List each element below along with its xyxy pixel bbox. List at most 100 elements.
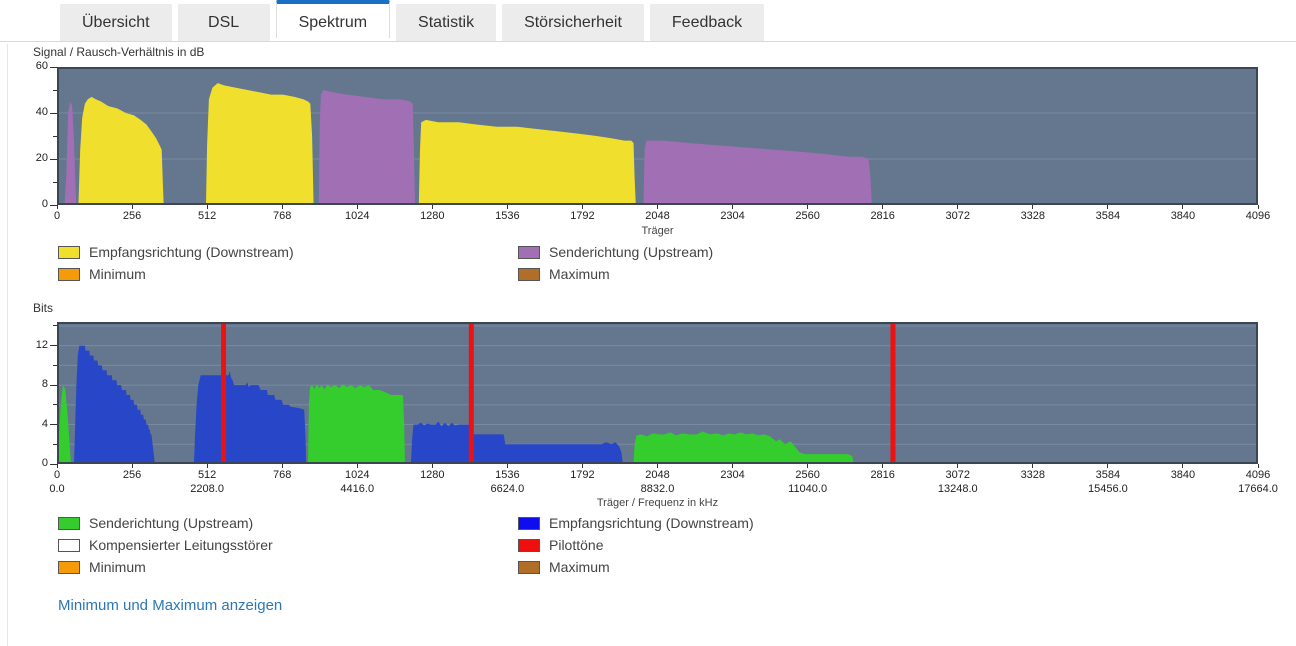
y-minor-tick-mark [53, 89, 57, 91]
show-min-max-link[interactable]: Minimum und Maximum anzeigen [58, 597, 283, 614]
x-axis-label: Träger / Frequenz in kHz [596, 497, 719, 509]
x-tick-mark [1257, 205, 1259, 209]
y-tick-label: 12 [35, 338, 48, 351]
x-tick-mark [807, 205, 809, 209]
tab-bar: Übersicht DSL Spektrum Statistik Störsicherh… [60, 0, 770, 42]
x-tick-label: 3584 [1095, 210, 1121, 222]
x-tick-mark [131, 464, 133, 468]
legend-label: Pilottöne [549, 537, 604, 553]
x-tick-label: 768 [273, 210, 292, 222]
bits-chart: Bits 0 256 512 768 1024 1280 1536 1792 2048 2304 2… [0, 298, 1296, 512]
legend-label: Empfangsrichtung (Downstream) [549, 515, 754, 531]
freq-tick-label: 11040.0 [788, 483, 828, 495]
y-tick-label: 0 [41, 198, 48, 210]
x-tick-mark [732, 464, 734, 468]
x-tick-mark [1032, 464, 1034, 468]
snr-plot-area [57, 67, 1258, 205]
legend-swatch-empfangsrichtung-downstream [58, 245, 80, 259]
x-tick-mark [281, 464, 283, 468]
y-tick-mark [50, 204, 57, 206]
x-tick-label: 3584 [1095, 469, 1121, 481]
x-tick-label: 2048 [645, 210, 670, 222]
y-minor-tick-mark [53, 404, 57, 406]
x-tick-mark [356, 205, 358, 209]
freq-tick-label: 13248.0 [937, 483, 978, 495]
y-tick-label: 20 [35, 152, 48, 164]
y-minor-tick-mark [53, 325, 57, 327]
y-tick-mark [50, 424, 57, 426]
x-tick-mark [807, 464, 809, 468]
legend-swatch-minimum [58, 560, 80, 574]
legend-swatch-senderichtung-upstream [518, 245, 540, 259]
freq-tick-label: 8832.0 [640, 483, 675, 495]
legend-label: Empfangsrichtung (Downstream) [89, 244, 294, 260]
y-tick-mark [50, 384, 57, 386]
y-tick-mark [50, 158, 57, 160]
legend-item-maximum: Maximum [518, 263, 713, 285]
x-tick-mark [657, 205, 658, 209]
y-tick-mark [50, 112, 57, 114]
legend-label: Kompensierter Leitungsstörer [89, 537, 273, 553]
y-minor-tick-mark [53, 181, 57, 183]
x-tick-label: 2304 [720, 469, 745, 481]
y-tick-mark [50, 66, 57, 68]
legend-label: Senderichtung (Upstream) [549, 244, 714, 260]
freq-tick-label: 17664.0 [1238, 483, 1278, 495]
x-tick-mark [506, 464, 508, 468]
legend-item-maximum: Maximum [518, 556, 754, 578]
x-tick-mark [882, 464, 884, 468]
legend-label: Minimum [89, 559, 146, 575]
x-tick-label: 2304 [720, 210, 745, 222]
x-tick-label: 3328 [1020, 210, 1046, 222]
tab-underline [0, 41, 1296, 42]
x-tick-label: 2048 [645, 469, 670, 481]
snr-chart-title: Signal / Rausch-Verhältnis in dB [33, 45, 205, 59]
x-tick-mark [281, 205, 283, 209]
x-tick-label: 3840 [1170, 210, 1196, 222]
x-tick-label: 256 [122, 469, 142, 481]
x-tick-label: 1792 [570, 469, 595, 481]
legend-label: Maximum [549, 559, 610, 575]
bits-plot-area [57, 322, 1258, 464]
y-tick-label: 60 [35, 60, 48, 72]
legend-swatch-empfangsrichtung-downstream [518, 516, 540, 530]
x-tick-label: 256 [122, 210, 142, 222]
x-tick-label: 1792 [570, 210, 595, 222]
x-tick-label: 768 [273, 469, 292, 481]
x-tick-label: 1280 [420, 469, 445, 481]
x-tick-mark [1107, 464, 1109, 468]
tab-spektrum[interactable]: Spektrum [275, 0, 391, 38]
x-tick-label: 0 [53, 210, 61, 222]
tab-feedback[interactable]: Feedback [649, 4, 765, 41]
x-tick-label: 1024 [345, 469, 370, 481]
legend-item-senderichtung-upstream: Senderichtung (Upstream) [58, 512, 518, 534]
tab-dsl[interactable]: DSL [177, 4, 270, 41]
x-tick-mark [431, 205, 433, 209]
x-tick-mark [431, 464, 433, 468]
x-tick-mark [131, 205, 133, 209]
legend-swatch-senderichtung-upstream [58, 516, 80, 530]
legend-swatch-maximum [518, 267, 540, 281]
x-tick-label: 2560 [795, 210, 820, 222]
y-tick-mark [50, 345, 57, 347]
legend-swatch-maximum [518, 560, 540, 574]
x-tick-mark [1257, 464, 1259, 468]
x-tick-mark [56, 205, 58, 209]
legend-item-minimum: Minimum [58, 263, 518, 285]
tab-statistik[interactable]: Statistik [396, 4, 497, 41]
x-tick-label: 1536 [495, 469, 520, 481]
x-tick-mark [1107, 205, 1109, 209]
tab-uebersicht[interactable]: Übersicht [60, 4, 172, 41]
x-tick-mark [1032, 205, 1034, 209]
x-tick-label: 2560 [795, 469, 820, 481]
x-tick-mark [581, 464, 583, 468]
x-tick-mark [206, 205, 208, 209]
tab-stoersicherheit[interactable]: Störsicherheit [502, 4, 644, 41]
x-tick-label: 3072 [945, 210, 970, 222]
x-axis-label: Träger [641, 225, 674, 237]
x-tick-label: 4096 [1245, 469, 1271, 481]
snr-plot-svg [57, 67, 1258, 205]
legend-label: Minimum [89, 266, 146, 282]
x-tick-label: 4096 [1245, 210, 1271, 222]
